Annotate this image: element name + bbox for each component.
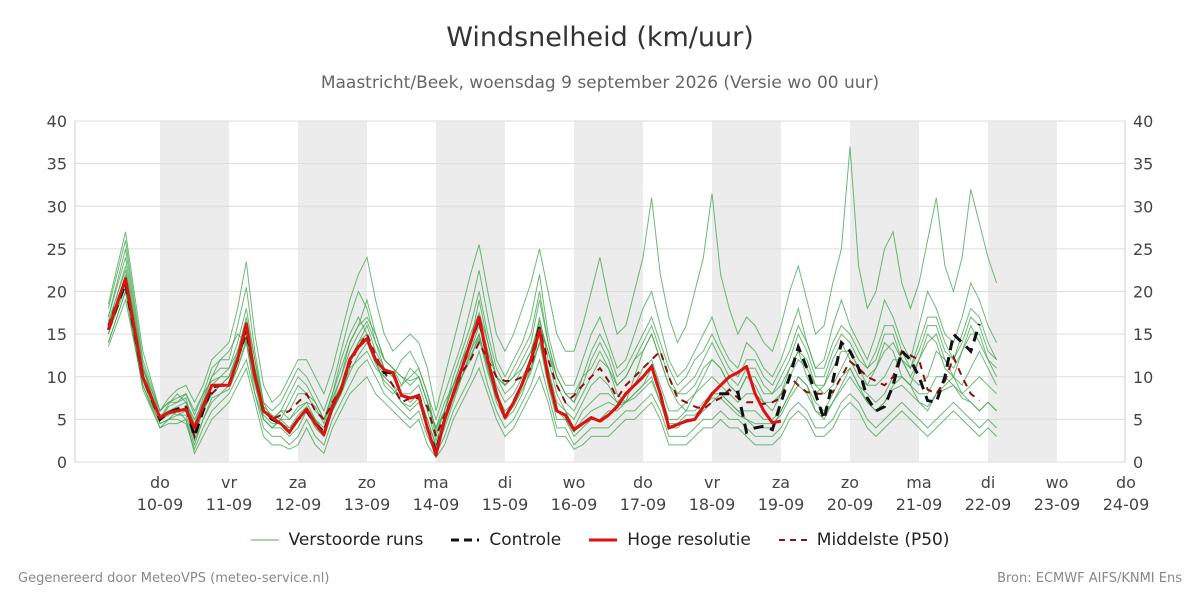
x-tick-day: ma [906,473,931,492]
legend-item-hires: Hoge resolutie [589,530,751,550]
y-tick-label: 20 [1133,283,1153,302]
x-tick-date: 20-09 [827,495,874,514]
ensemble-run-line [107,298,997,455]
y-tick-label: 25 [47,240,67,259]
x-tick-date: 11-09 [206,495,253,514]
chart-subtitle: Maastricht/Beek, woensdag 9 september 20… [320,73,880,93]
y-tick-label: 15 [1133,325,1153,344]
legend-label-hires: Hoge resolutie [627,530,751,550]
y-tick-label: 40 [47,112,67,131]
x-tick-day: do [150,473,170,492]
y-axis-right: 0 5 10 15 20 25 30 35 40 [1133,112,1153,472]
y-tick-label: 0 [1133,453,1143,472]
x-tick-date: 10-09 [137,495,184,514]
x-tick-date: 17-09 [620,495,667,514]
x-tick-day: ma [423,473,448,492]
x-tick-date: 18-09 [689,495,736,514]
x-tick-date: 13-09 [344,495,391,514]
x-axis: do 10-09 vr 11-09 za 12-09 zo 13-09 ma 14-09 di 15-… [137,473,1150,514]
y-tick-label: 35 [1133,155,1153,174]
y-tick-label: 35 [47,155,67,174]
x-tick-day: wo [563,473,586,492]
x-tick-day: za [289,473,307,492]
x-tick-day: wo [1046,473,1069,492]
control-line [106,277,981,457]
y-axis-left: 0 5 10 15 20 25 30 35 40 [47,112,67,472]
x-tick-date: 15-09 [482,495,529,514]
ensemble-run-line [107,291,997,459]
ensemble-run-line [107,240,998,421]
x-tick-date: 19-09 [758,495,805,514]
x-tick-date: 12-09 [275,495,322,514]
x-tick-day: di [981,473,996,492]
legend-label-control: Controle [489,530,562,550]
footer-source: Bron: ECMWF AIFS/KNMI Ens [997,571,1182,586]
y-tick-label: 30 [47,197,67,216]
x-tick-day: zo [358,473,376,492]
x-tick-date: 16-09 [551,495,598,514]
footer-credit: Gegenereerd door MeteoVPS (meteo-service… [18,571,330,586]
x-tick-day: vr [221,473,237,492]
y-tick-label: 10 [47,368,67,387]
x-tick-day: zo [841,473,859,492]
y-tick-label: 10 [1133,368,1153,387]
y-tick-label: 30 [1133,197,1153,216]
ensemble-run-line [107,146,998,413]
main-series [106,274,981,457]
x-tick-date: 21-09 [896,495,943,514]
y-tick-label: 25 [1133,240,1153,259]
y-tick-label: 40 [1133,112,1153,131]
x-tick-day: di [498,473,513,492]
x-tick-date: 22-09 [965,495,1012,514]
y-tick-label: 20 [47,283,67,302]
legend-item-median: Middelste (P50) [778,530,950,550]
x-tick-date: 24-09 [1103,495,1150,514]
legend-label-median: Middelste (P50) [816,530,950,550]
y-tick-label: 5 [1133,410,1143,429]
chart-title: Windsnelheid (km/uur) [446,22,754,53]
x-tick-day: do [1116,473,1136,492]
y-tick-label: 0 [57,453,67,472]
y-tick-label: 15 [47,325,67,344]
x-tick-date: 23-09 [1034,495,1081,514]
hires-line [106,277,782,457]
x-tick-day: vr [704,473,720,492]
legend: Verstoorde runs Controle Hoge resolutie … [0,530,1200,550]
legend-item-control: Controle [451,530,561,550]
x-tick-date: 14-09 [413,495,460,514]
legend-label-perturbed: Verstoorde runs [288,530,424,550]
legend-swatch-control-icon [451,538,480,542]
legend-item-perturbed: Verstoorde runs [250,530,424,550]
x-tick-day: za [772,473,790,492]
y-tick-label: 5 [57,410,67,429]
legend-swatch-hires-icon [589,538,618,542]
x-tick-day: do [633,473,653,492]
legend-swatch-perturbed-icon [250,539,279,541]
legend-swatch-median-icon [778,539,807,541]
ensemble-run-line [107,285,997,449]
